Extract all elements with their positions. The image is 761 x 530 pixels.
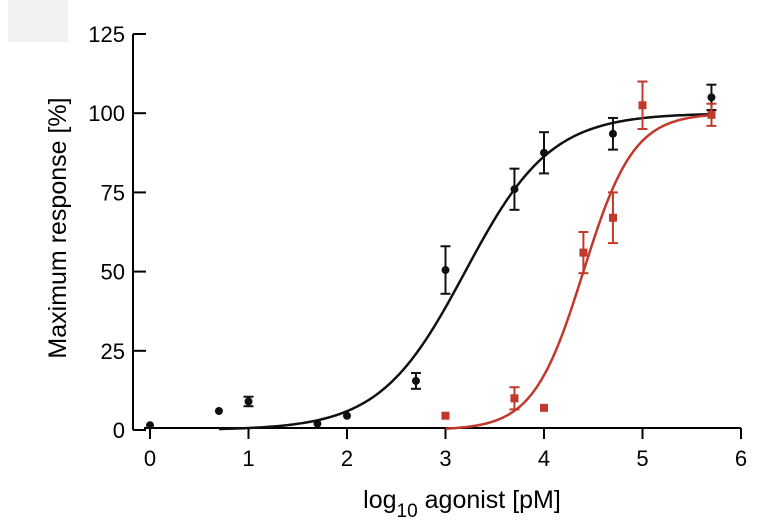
data-point-circle xyxy=(214,406,223,415)
data-point-square xyxy=(441,411,450,420)
data-point-square xyxy=(510,394,519,403)
data-point-circle xyxy=(707,93,716,102)
y-tick-label: 125 xyxy=(88,22,125,47)
data-point-circle xyxy=(540,148,548,157)
y-axis-title: Maximum response [%] xyxy=(44,97,72,358)
data-point-circle xyxy=(441,266,450,275)
y-tick-label: 75 xyxy=(101,180,125,205)
data-point-circle xyxy=(608,129,617,138)
data-points xyxy=(146,93,716,430)
data-point-square xyxy=(638,101,647,110)
x-axis-title-log: log xyxy=(363,486,396,514)
y-tick-label: 25 xyxy=(101,339,125,364)
x-tick-label: 2 xyxy=(341,446,353,471)
data-point-square xyxy=(707,110,716,119)
y-axis: 0 25 50 75 100 125 xyxy=(88,22,146,443)
data-point-circle xyxy=(313,419,322,428)
x-axis-title: log10 agonist [pM] xyxy=(363,486,561,522)
data-point-circle xyxy=(343,411,351,420)
x-axis-title-subscript: 10 xyxy=(397,501,418,522)
x-axis: 0 1 2 3 4 5 6 xyxy=(144,427,747,471)
data-point-circle xyxy=(244,397,253,406)
x-tick-label: 6 xyxy=(735,446,747,471)
data-point-square xyxy=(579,248,588,257)
x-tick-label: 3 xyxy=(439,446,451,471)
x-axis-title-rest: agonist [pM] xyxy=(418,486,561,514)
data-point-square xyxy=(608,213,617,222)
fit-curve-2 xyxy=(445,113,712,430)
panel-label-tab xyxy=(8,0,68,42)
fit-curve-1 xyxy=(218,112,712,431)
y-tick-label: 100 xyxy=(88,101,125,126)
y-tick-label: 0 xyxy=(113,418,125,443)
data-point-circle xyxy=(146,421,154,430)
x-tick-label: 0 xyxy=(144,446,156,471)
data-point-square xyxy=(540,403,548,412)
y-tick-label: 50 xyxy=(101,260,125,285)
fit-curves xyxy=(218,112,712,431)
x-tick-label: 5 xyxy=(636,446,648,471)
x-tick-label: 1 xyxy=(242,446,254,471)
data-point-circle xyxy=(411,376,420,385)
x-tick-label: 4 xyxy=(538,446,550,471)
data-point-circle xyxy=(510,185,519,194)
